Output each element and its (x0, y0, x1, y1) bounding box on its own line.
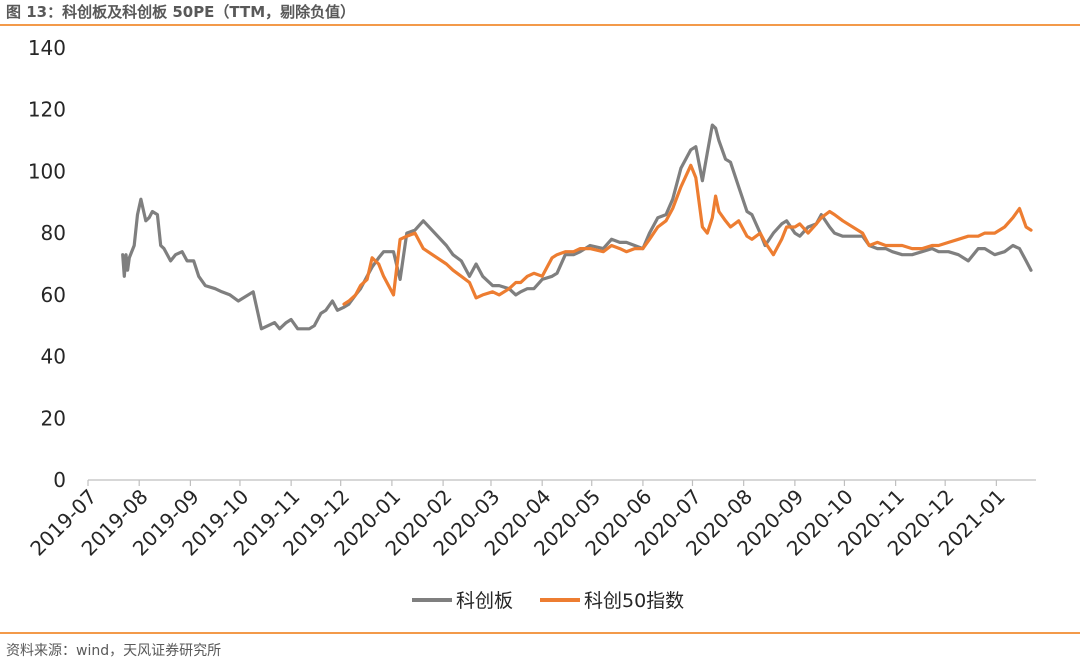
series-line-1 (342, 163, 1033, 306)
y-tick-label: 60 (41, 283, 66, 307)
source-note: 资料来源：wind，天风证券研究所 (6, 643, 222, 659)
y-tick-label: 80 (41, 221, 66, 245)
x-axis-ticks: 2019-072019-082019-092019-102019-112019-… (25, 484, 1009, 560)
bottom-divider (0, 632, 1080, 634)
series-line-0 (121, 123, 1033, 331)
y-tick-label: 100 (28, 159, 66, 183)
y-axis-ticks: 0 20 40 60 80 100 120 140 (28, 36, 66, 492)
chart-title: 图 13：科创板及科创板 50PE（TTM，剔除负值） (6, 3, 356, 21)
series-lines (121, 123, 1033, 331)
y-tick-label: 20 (41, 406, 66, 430)
legend: 科创板 科创50指数 (412, 590, 684, 612)
legend-label: 科创50指数 (584, 590, 684, 612)
x-axis (87, 479, 1036, 486)
y-tick-label: 0 (53, 468, 66, 492)
y-tick-label: 120 (28, 98, 66, 122)
y-tick-label: 140 (28, 36, 66, 60)
line-chart: 0 20 40 60 80 100 120 140 2019-072019-082019-09… (25, 36, 1036, 612)
y-tick-label: 40 (41, 345, 66, 369)
legend-label: 科创板 (456, 590, 513, 612)
top-divider (0, 24, 1080, 26)
